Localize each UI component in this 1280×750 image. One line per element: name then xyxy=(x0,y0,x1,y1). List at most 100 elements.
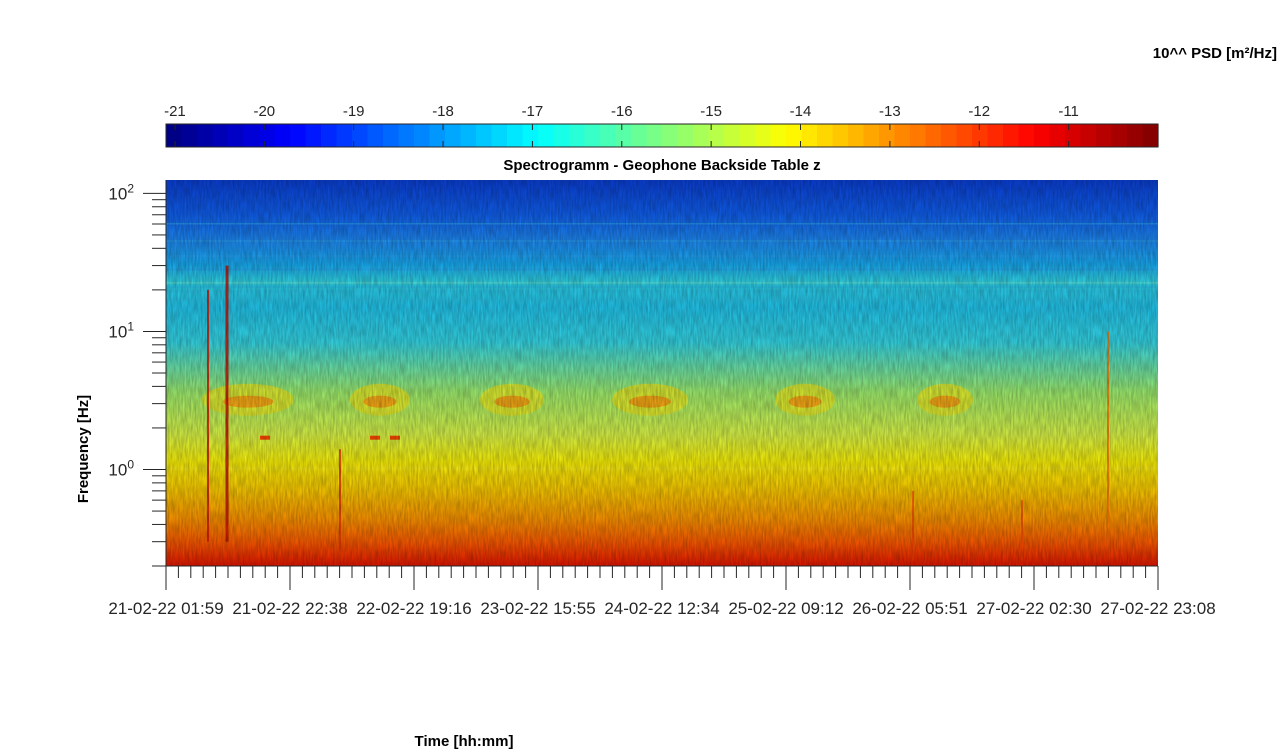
colorbar-tick-label: -20 xyxy=(253,103,275,120)
colorbar-band xyxy=(181,124,198,147)
chart-title: Spectrogramm - Geophone Backside Table z xyxy=(503,157,820,174)
colorbar-band xyxy=(1111,124,1128,147)
colorbar-band xyxy=(693,124,710,147)
y-axis-label: Frequency [Hz] xyxy=(75,395,92,503)
colorbar-frame xyxy=(165,123,1159,148)
colorbar-band xyxy=(445,124,462,147)
colorbar-band xyxy=(879,124,896,147)
colorbar-band xyxy=(522,124,539,147)
colorbar-band xyxy=(243,124,260,147)
colorbar-band xyxy=(166,124,183,147)
plot-area xyxy=(166,180,1158,566)
x-tick-label: 22-02-22 19:16 xyxy=(356,599,471,618)
colorbar-band xyxy=(305,124,322,147)
colorbar-band xyxy=(1034,124,1051,147)
x-tick-label: 27-02-22 02:30 xyxy=(976,599,1091,618)
colorbar-band xyxy=(398,124,415,147)
colorbar-band xyxy=(383,124,400,147)
colorbar-band xyxy=(708,124,725,147)
colorbar-tick-label: -13 xyxy=(879,103,901,120)
colorbar-band xyxy=(429,124,446,147)
colorbar-band xyxy=(274,124,291,147)
colorbar-band xyxy=(987,124,1004,147)
colorbar-tick-label: -19 xyxy=(343,103,365,120)
colorbar-band xyxy=(476,124,493,147)
colorbar-band xyxy=(925,124,942,147)
x-axis: 21-02-22 01:59 21-02-22 22:38 22-02-22 19:… xyxy=(108,565,1216,618)
colorbar-band xyxy=(259,124,276,147)
colorbar-tick-label: -12 xyxy=(968,103,990,120)
x-tick-label: 24-02-22 12:34 xyxy=(604,599,719,618)
colorbar-band xyxy=(336,124,353,147)
colorbar-band xyxy=(631,124,648,147)
x-axis-label: Time [hh:mm] xyxy=(415,733,514,750)
colorbar-tick-label: -16 xyxy=(611,103,633,120)
colorbar-band xyxy=(817,124,834,147)
colorbar-band xyxy=(832,124,849,147)
colorbar-band xyxy=(1080,124,1097,147)
x-tick-label: 21-02-22 22:38 xyxy=(232,599,347,618)
colorbar-band xyxy=(491,124,508,147)
colorbar-tick-label: -11 xyxy=(1058,103,1079,120)
y-tick-label: 102 xyxy=(108,181,134,203)
colorbar-band xyxy=(228,124,245,147)
colorbar-band xyxy=(801,124,818,147)
colorbar-band xyxy=(848,124,865,147)
colorbar-band xyxy=(1018,124,1035,147)
spectrogram-texture xyxy=(166,180,1158,566)
colorbar-band xyxy=(352,124,369,147)
x-tick-label: 25-02-22 09:12 xyxy=(728,599,843,618)
colorbar-tick-label: -15 xyxy=(700,103,722,120)
colorbar-band xyxy=(553,124,570,147)
colorbar-band xyxy=(770,124,787,147)
colorbar-band xyxy=(863,124,880,147)
colorbar-band xyxy=(414,124,431,147)
x-tick-label: 27-02-22 23:08 xyxy=(1100,599,1215,618)
colorbar-band xyxy=(1065,124,1082,147)
colorbar-band xyxy=(507,124,524,147)
colorbar-band xyxy=(724,124,741,147)
colorbar-band xyxy=(755,124,772,147)
colorbar-band xyxy=(894,124,911,147)
colorbar-tick-label: -17 xyxy=(522,103,544,120)
colorbar-band xyxy=(646,124,663,147)
colorbar-band xyxy=(956,124,973,147)
colorbar-band xyxy=(538,124,555,147)
y-axis: 100 101 102 xyxy=(108,180,167,567)
colorbar-band xyxy=(290,124,307,147)
colorbar-band xyxy=(460,124,477,147)
colorbar-band xyxy=(212,124,229,147)
x-tick-label: 26-02-22 05:51 xyxy=(852,599,967,618)
colorbar-tick-label: -21 xyxy=(164,103,186,120)
colorbar-label: 10^^ PSD [m²/Hz] xyxy=(1153,45,1277,62)
colorbar-band xyxy=(677,124,694,147)
colorbar-band xyxy=(941,124,958,147)
colorbar-tick-label: -18 xyxy=(432,103,454,120)
colorbar-band xyxy=(1096,124,1113,147)
x-tick-label: 23-02-22 15:55 xyxy=(480,599,595,618)
colorbar-band xyxy=(367,124,384,147)
colorbar-band xyxy=(569,124,586,147)
colorbar-band xyxy=(600,124,617,147)
colorbar-band xyxy=(1049,124,1066,147)
x-tick-label: 21-02-22 01:59 xyxy=(108,599,223,618)
colorbar-band xyxy=(584,124,601,147)
y-tick-label: 100 xyxy=(108,458,134,480)
colorbar-band xyxy=(615,124,632,147)
colorbar-tick-label: -14 xyxy=(790,103,812,120)
colorbar-band xyxy=(910,124,927,147)
colorbar-band xyxy=(786,124,803,147)
colorbar-band xyxy=(1127,124,1144,147)
colorbar-band xyxy=(739,124,756,147)
colorbar: -21 -20 -19 -18 -17 -16 -15 -14 -13 -12 -11 xyxy=(164,103,1159,148)
colorbar-band xyxy=(321,124,338,147)
colorbar-band xyxy=(972,124,989,147)
colorbar-band xyxy=(197,124,214,147)
colorbar-band xyxy=(1142,124,1159,147)
colorbar-bands xyxy=(165,123,1159,148)
colorbar-ticks: -21 -20 -19 -18 -17 -16 -15 -14 -13 -12 -11 xyxy=(164,103,1079,147)
colorbar-band xyxy=(662,124,679,147)
y-tick-label: 101 xyxy=(108,319,134,341)
colorbar-band xyxy=(1003,124,1020,147)
